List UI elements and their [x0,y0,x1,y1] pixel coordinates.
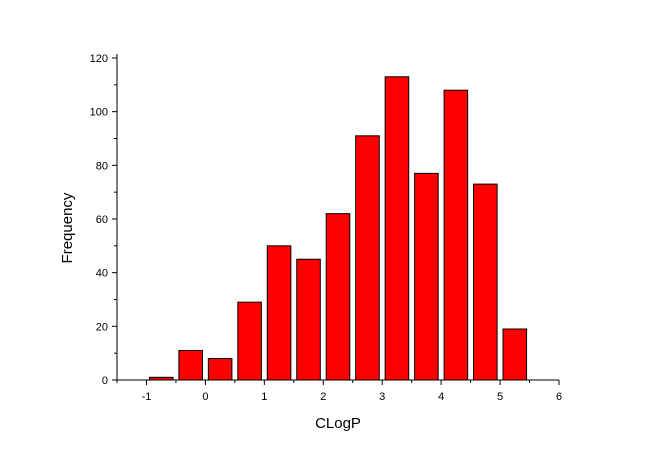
bars-group [148,76,528,381]
bar [237,301,262,381]
bar [207,358,233,381]
x-tick-label: 1 [261,391,267,403]
bar [414,172,439,381]
x-tick-label: 0 [202,391,208,403]
y-tick-label: 0 [102,375,108,387]
bar [266,245,292,381]
y-axis-title: Frequency [59,192,76,263]
y-tick-label: 100 [90,107,108,119]
bar [296,258,321,381]
x-tick-label: 3 [379,391,385,403]
x-axis-title: CLogP [315,415,361,432]
y-tick-label: 80 [96,160,108,172]
bar [178,349,203,381]
x-tick-label: -1 [142,391,152,403]
x-tick-label: 2 [320,391,326,403]
y-tick-label: 40 [96,268,108,280]
x-tick-label: 5 [497,391,503,403]
y-tick-label: 20 [96,321,108,333]
bar [502,328,528,381]
y-tick-label: 60 [96,214,108,226]
bar [384,76,410,381]
bar [325,213,351,381]
x-tick-label: 6 [556,391,562,403]
bar [473,183,498,381]
x-tick-label: 4 [438,391,444,403]
bar [355,135,380,381]
y-tick-label: 120 [90,53,108,65]
bar [443,89,469,381]
